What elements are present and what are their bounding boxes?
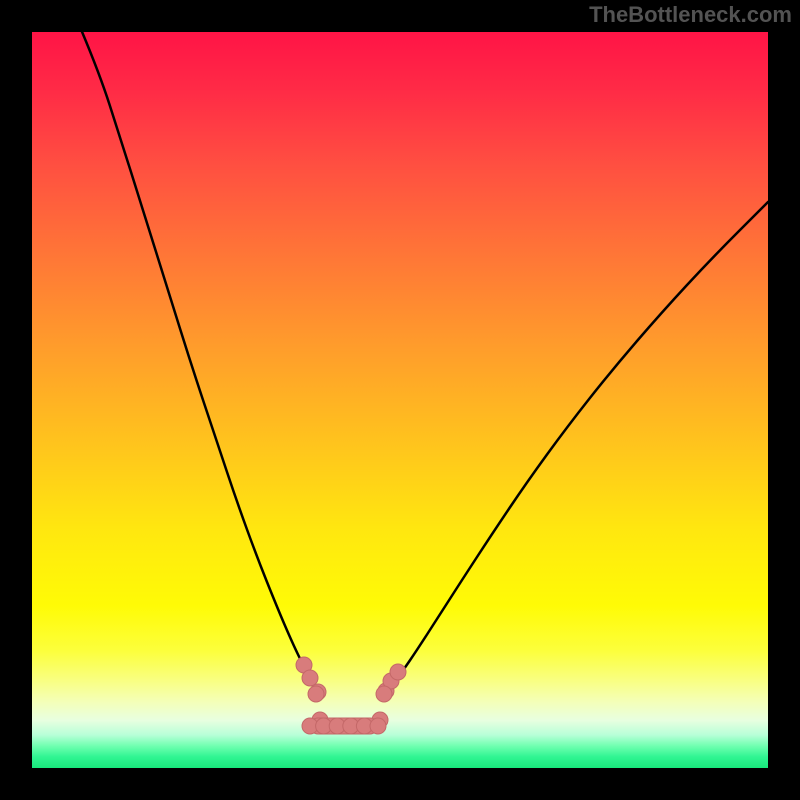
plot-area [32, 32, 768, 768]
watermark-text: TheBottleneck.com [589, 2, 792, 28]
marker-right [390, 664, 406, 680]
marker-left [302, 670, 318, 686]
wall-left [308, 686, 324, 702]
chart-svg [32, 32, 768, 768]
bottom-band-dot [370, 718, 386, 734]
wall-right [376, 686, 392, 702]
chart-container: TheBottleneck.com [0, 0, 800, 800]
gradient-background [32, 32, 768, 768]
